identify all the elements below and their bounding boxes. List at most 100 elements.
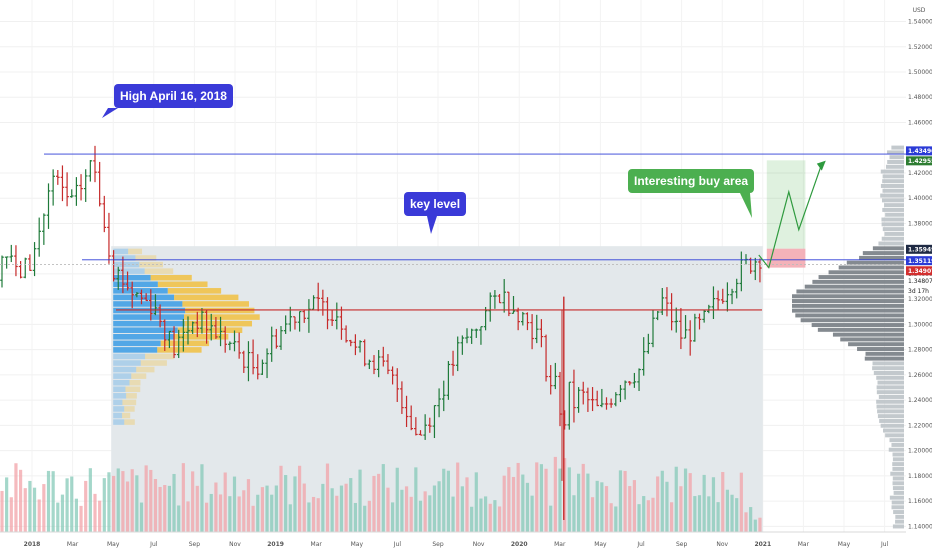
ohlc-bar (451, 350, 455, 376)
volume-bar (558, 468, 562, 532)
ohlc-bar (632, 372, 637, 388)
vp-row-up (113, 360, 141, 366)
volume-bar (484, 496, 488, 532)
volume-bar (28, 480, 32, 532)
vp-row-down (157, 281, 208, 288)
price-tick-label: 1.20000 (908, 448, 932, 455)
volume-bar (414, 467, 418, 532)
buy-zone (766, 248, 806, 268)
volume-bar (544, 468, 548, 532)
ohlc-bar (651, 310, 655, 348)
vp-right-row (818, 275, 904, 280)
time-axis[interactable]: 2018 Mar May Jul Sep Nov 2019 Mar May Jul Sep Nov 20… (0, 531, 906, 550)
volume-bar (205, 502, 209, 532)
ohlc-bar (4, 256, 9, 269)
ohlc-bar (83, 169, 88, 202)
vp-right-row (878, 394, 904, 399)
volume-bar (223, 472, 227, 532)
volume-bar (418, 500, 423, 532)
volume-bar (98, 500, 102, 532)
ohlc-bar (232, 330, 237, 352)
ohlc-bar (758, 258, 762, 283)
volume-bar (298, 465, 302, 532)
vp-right-row (796, 289, 904, 294)
volume-bar (479, 498, 483, 532)
volume-bar (460, 486, 464, 532)
volume-bar (200, 464, 204, 532)
ohlc-bar (311, 295, 316, 310)
ohlc-bar (441, 380, 446, 412)
volume-bar (284, 475, 288, 532)
ohlc-bar (251, 339, 255, 375)
tag-prev: 1.34807 (908, 278, 932, 285)
volume-bar (697, 495, 702, 532)
vp-right-row (892, 457, 904, 462)
volume-bar (228, 496, 232, 532)
vp-right-row (877, 409, 904, 414)
price-tick-label: 1.16000 (908, 498, 932, 505)
volume-bar (618, 470, 623, 532)
volume-bar (274, 485, 278, 532)
vp-row-up (113, 333, 174, 340)
vp-row-up (113, 353, 146, 360)
ohlc-bar (404, 395, 409, 427)
vp-right-row (859, 255, 904, 260)
vp-right-row (891, 442, 904, 447)
vp-right-row (883, 428, 904, 433)
vp-row-down (129, 379, 141, 386)
tag-green-bg (906, 156, 932, 166)
volume-bar (51, 471, 55, 532)
ohlc-bar (693, 313, 697, 342)
ohlc-bar (428, 417, 432, 433)
volume-bar (400, 489, 404, 532)
volume-bar (372, 475, 376, 532)
ohlc-bar (567, 381, 572, 430)
ohlc-bar (302, 310, 307, 323)
ohlc-bar (725, 282, 730, 312)
key-level-callout-tail (427, 216, 437, 234)
vp-row-down (128, 248, 143, 255)
ohlc-bar (135, 292, 139, 298)
vp-row-up (113, 406, 125, 412)
range-box (111, 246, 763, 533)
volume-bar (446, 470, 450, 532)
ohlc-bar (237, 332, 241, 359)
ohlc-bar (130, 281, 134, 309)
vp-right-row (880, 423, 904, 428)
volume-bar (660, 470, 664, 532)
vp-row-up (113, 366, 137, 373)
tag-last-bg (906, 266, 932, 276)
ohlc-bar (525, 312, 530, 331)
vp-row-up (113, 274, 151, 281)
volume-bar (265, 485, 269, 532)
price-tick-label: 1.18000 (908, 473, 932, 480)
vp-row-down (173, 333, 229, 340)
volume-bar (539, 464, 543, 532)
vp-right-row (890, 471, 904, 476)
ohlc-bar (102, 195, 107, 233)
vp-row-down (122, 412, 131, 419)
vp-right-row (872, 361, 904, 366)
vp-right-row (811, 323, 904, 328)
tag-high: 1.43496 (908, 148, 932, 155)
ohlc-bar (572, 369, 576, 423)
volume-bar (242, 490, 246, 532)
volume-bar (139, 502, 144, 532)
vp-right-row (862, 251, 904, 256)
volume-bar (270, 494, 274, 532)
volume-bar (84, 480, 88, 532)
time-tick-label: Jul (880, 541, 889, 548)
ohlc-bar (623, 380, 627, 400)
time-tick-label: Sep (676, 541, 688, 548)
buy-area-callout: Interesting buy area (628, 169, 755, 193)
vp-right-row (892, 462, 904, 467)
vp-right-row (792, 294, 904, 299)
volume-bar (577, 473, 581, 532)
volume-bar (344, 483, 348, 532)
time-tick-label: May (838, 541, 851, 548)
vp-right-row (880, 169, 904, 174)
ohlc-bar (56, 169, 60, 185)
ohlc-bar (14, 245, 18, 277)
vp-right-row (893, 490, 904, 495)
